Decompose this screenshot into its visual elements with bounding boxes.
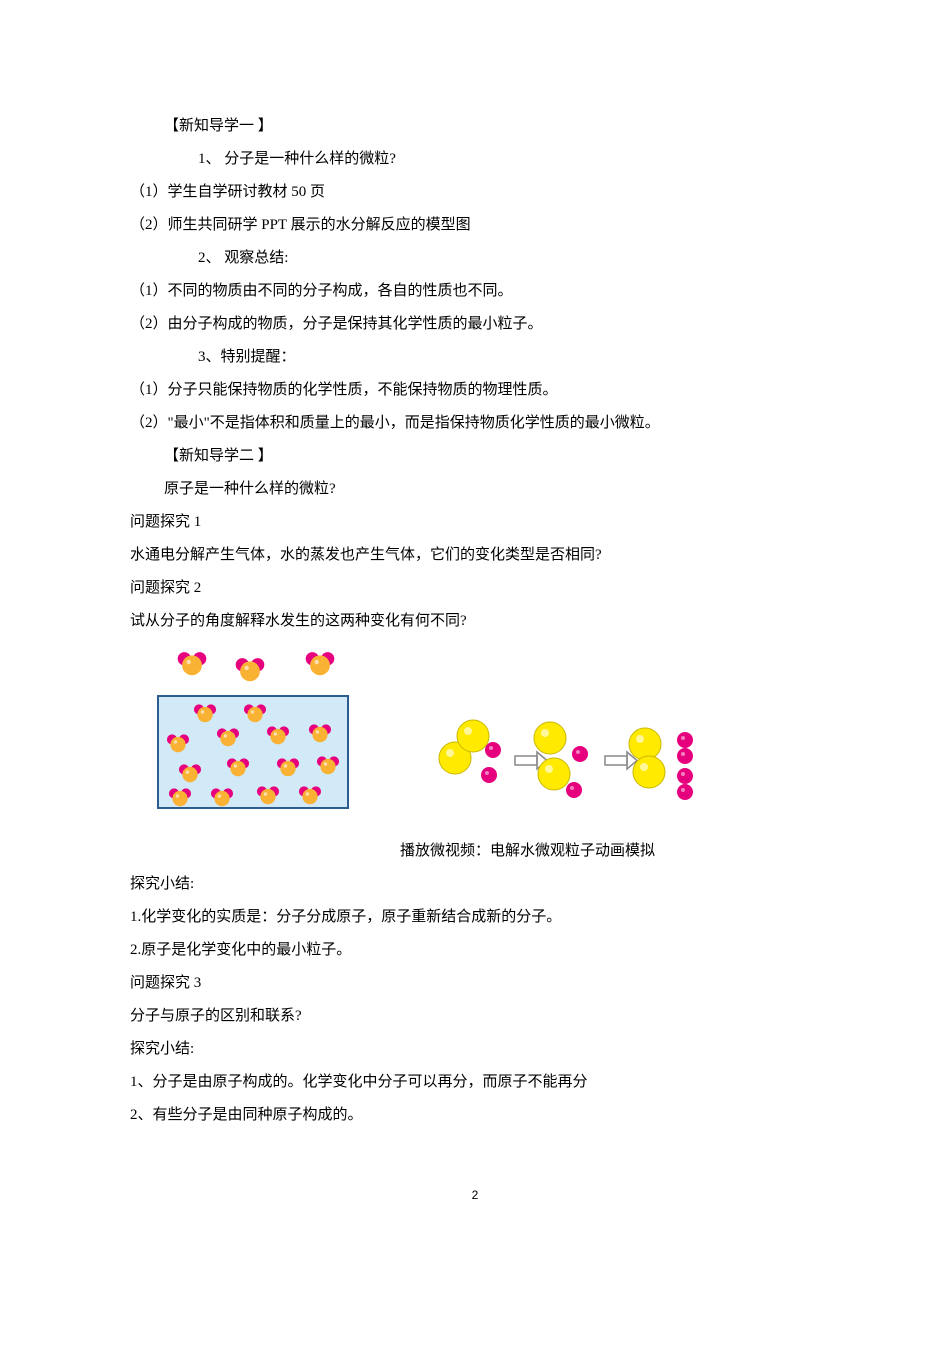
s2-r1-title: 探究小结: [130, 868, 820, 901]
s2-r2-2: 2、有些分子是由同种原子构成的。 [130, 1099, 820, 1132]
figure-right [435, 706, 715, 829]
section1-title: 【新知导学一 】 [130, 110, 820, 143]
s2-p2-body: 试从分子的角度解释水发生的这两种变化有何不同? [130, 605, 820, 638]
s1-a2: （2）师生共同研学 PPT 展示的水分解反应的模型图 [130, 209, 820, 242]
figures-row [130, 644, 820, 829]
s1-b1: （1）不同的物质由不同的分子构成，各自的性质也不同。 [130, 275, 820, 308]
s1-b2: （2）由分子构成的物质，分子是保持其化学性质的最小粒子。 [130, 308, 820, 341]
figure-caption: 播放微视频：电解水微观粒子动画模拟 [130, 835, 820, 868]
s2-p3-body: 分子与原子的区别和联系? [130, 1000, 820, 1033]
s1-c1: （1）分子只能保持物质的化学性质，不能保持物质的物理性质。 [130, 374, 820, 407]
s1-q3: 3、特别提醒： [130, 341, 820, 374]
s2-r2-1: 1、分子是由原子构成的。化学变化中分子可以再分，而原子不能再分 [130, 1066, 820, 1099]
s1-c2: （2）"最小"不是指体积和质量上的最小，而是指保持物质化学性质的最小微粒。 [130, 407, 820, 440]
s2-r2-title: 探究小结: [130, 1033, 820, 1066]
s2-p1-body: 水通电分解产生气体，水的蒸发也产生气体，它们的变化类型是否相同? [130, 539, 820, 572]
s1-q1: 1、 分子是一种什么样的微粒? [130, 143, 820, 176]
s1-a1: （1）学生自学研讨教材 50 页 [130, 176, 820, 209]
s2-p2-title: 问题探究 2 [130, 572, 820, 605]
page-number: 2 [130, 1182, 820, 1208]
figure-left [150, 644, 355, 829]
s2-r1-2: 2.原子是化学变化中的最小粒子。 [130, 934, 820, 967]
section2-title: 【新知导学二 】 [130, 440, 820, 473]
s2-r1-1: 1.化学变化的实质是：分子分成原子，原子重新结合成新的分子。 [130, 901, 820, 934]
s2-p1-title: 问题探究 1 [130, 506, 820, 539]
s1-q2: 2、 观察总结: [130, 242, 820, 275]
s2-q: 原子是一种什么样的微粒? [130, 473, 820, 506]
s2-p3-title: 问题探究 3 [130, 967, 820, 1000]
